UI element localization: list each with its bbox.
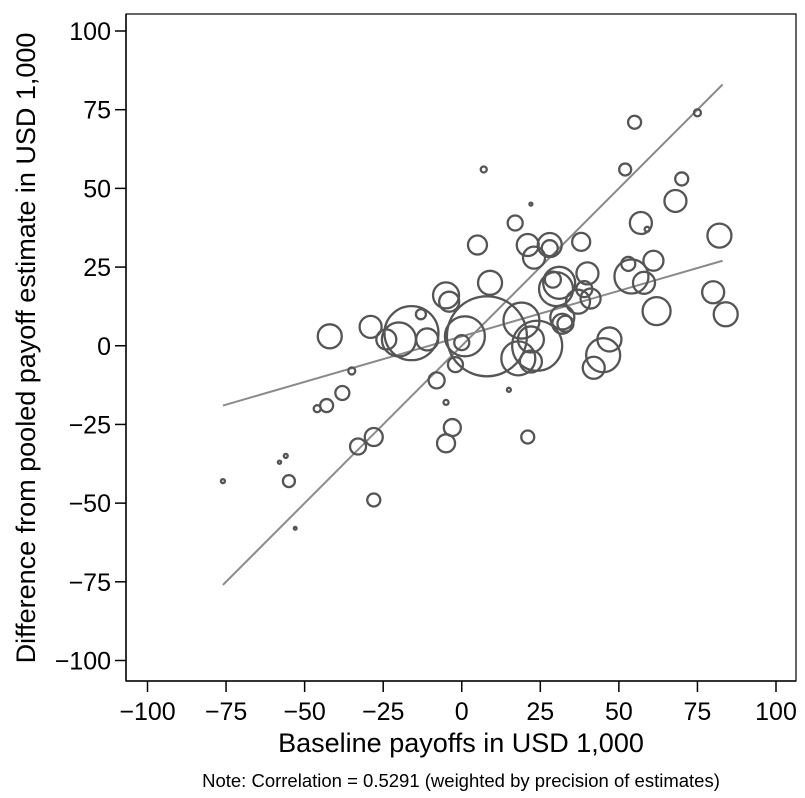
- scatter-point: [445, 295, 529, 378]
- scatter-point: [276, 459, 283, 465]
- y-axis-title: Difference from pooled payoff estimate i…: [11, 33, 41, 664]
- y-axis: [115, 14, 127, 681]
- scatter-point: [281, 473, 297, 489]
- scatter-point: [282, 452, 289, 460]
- x-tick-labels: −100 −75 −50 −25 0 25 50 75 100: [119, 698, 797, 726]
- chart-note: Note: Correlation = 0.5291 (weighted by …: [202, 770, 720, 791]
- y-tick-label: 75: [83, 97, 111, 125]
- scatter-point: [579, 287, 602, 310]
- scatter-point: [596, 326, 623, 353]
- scatter-point: [366, 492, 382, 508]
- y-tick-label: −50: [69, 490, 111, 518]
- scatter-point: [564, 288, 592, 315]
- scatter-point: [542, 265, 577, 300]
- scatter-point: [442, 398, 450, 407]
- scatter-point: [643, 225, 651, 233]
- x-tick-label: 50: [605, 698, 633, 726]
- y-tick-label: 0: [97, 333, 111, 361]
- scatter-point: [581, 355, 606, 380]
- scatter-point: [506, 214, 524, 232]
- x-axis: [126, 680, 796, 692]
- scatter-point: [318, 397, 335, 414]
- scatter-point: [613, 258, 650, 295]
- scatter-point: [505, 386, 513, 393]
- scatter-point: [479, 165, 488, 174]
- y-tick-labels: −100 −75 −50 −25 0 25 50 75 100: [55, 18, 111, 676]
- x-tick-label: 75: [684, 698, 712, 726]
- scatter-point: [674, 171, 690, 187]
- scatter-point: [585, 337, 622, 374]
- x-tick-label: 100: [755, 698, 797, 726]
- scatter-point: [618, 162, 633, 177]
- scatter-point: [414, 308, 428, 321]
- y-tick-label: −25: [69, 411, 111, 439]
- scatter-point: [511, 319, 564, 372]
- y-tick-label: 25: [83, 254, 111, 282]
- scatter-point: [334, 384, 351, 402]
- x-tick-label: −50: [283, 698, 325, 726]
- scatter-point: [443, 315, 487, 358]
- scatter-point: [626, 114, 643, 130]
- scatter-point: [438, 290, 461, 313]
- scatter-point: [528, 201, 534, 207]
- scatter-point: [431, 281, 461, 310]
- scatter-point: [516, 325, 546, 354]
- scatter-point: [415, 327, 440, 352]
- x-tick-label: −75: [205, 698, 247, 726]
- scatter-point: [556, 314, 575, 333]
- scatter-point: [363, 426, 384, 448]
- scatter-point: [427, 371, 446, 390]
- y-tick-label: 100: [69, 18, 111, 46]
- scatter-point: [692, 108, 703, 118]
- fit-lines: [222, 83, 724, 586]
- scatter-point: [712, 301, 739, 328]
- scatter-point: [219, 477, 227, 485]
- scatter-point: [380, 321, 418, 358]
- scatter-point: [575, 261, 600, 286]
- scatter-point: [628, 210, 654, 236]
- scatter-point: [316, 323, 343, 350]
- x-tick-label: −25: [362, 698, 404, 726]
- x-tick-label: 25: [526, 698, 554, 726]
- scatter-point: [641, 295, 672, 327]
- y-tick-label: −75: [69, 569, 111, 597]
- y-tick-label: 50: [83, 175, 111, 203]
- scatter-point: [446, 355, 465, 374]
- scatter-point: [642, 249, 665, 272]
- scatter-point: [518, 349, 544, 374]
- scatter-point: [520, 429, 536, 445]
- identity-line: [222, 83, 724, 586]
- x-axis-title: Baseline payoffs in USD 1,000: [278, 728, 644, 758]
- scatter-point: [453, 333, 471, 352]
- scatter-point: [358, 314, 383, 340]
- scatter-point: [476, 269, 504, 296]
- scatter-point: [571, 231, 592, 253]
- scatter-point: [442, 417, 462, 438]
- scatter-point: [347, 366, 357, 376]
- scatter-point: [515, 232, 540, 258]
- scatter-point: [521, 245, 547, 270]
- scatter-markers: [219, 108, 739, 531]
- scatter-point: [383, 305, 440, 362]
- y-tick-label: −100: [55, 648, 111, 676]
- scatter-point: [466, 234, 489, 256]
- scatter-point: [549, 304, 576, 331]
- x-tick-label: 0: [455, 698, 469, 726]
- scatter-point: [663, 188, 688, 214]
- scatter-point: [540, 239, 559, 258]
- x-tick-label: −100: [119, 698, 175, 726]
- scatter-point: [701, 280, 726, 305]
- scatter-point: [631, 270, 657, 295]
- scatter-point: [292, 525, 298, 531]
- scatter-point: [348, 437, 368, 456]
- fitted-line: [222, 259, 723, 407]
- scatter-point: [706, 222, 733, 249]
